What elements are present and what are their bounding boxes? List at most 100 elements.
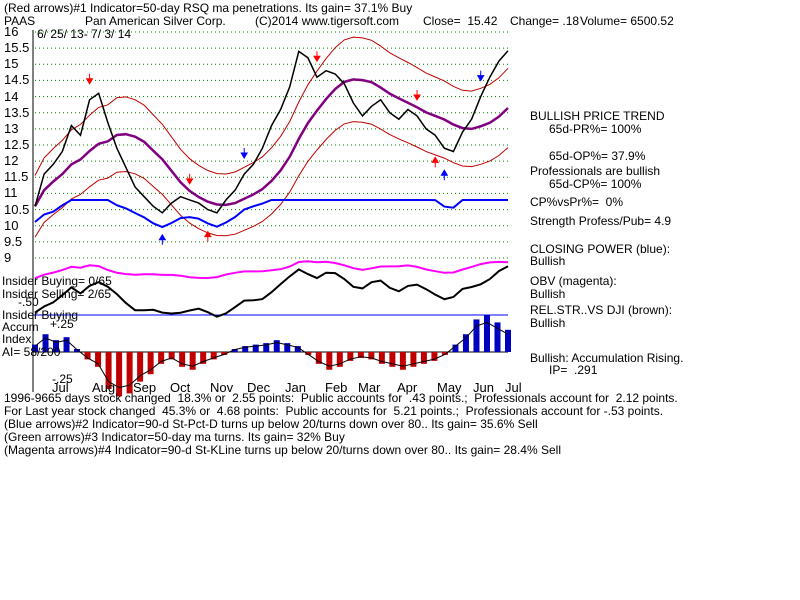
accum-bar bbox=[336, 352, 343, 367]
accum-ma-line bbox=[34, 321, 509, 389]
x-tick-label: May bbox=[437, 380, 462, 395]
x-tick-label: Nov bbox=[210, 380, 234, 395]
price-gridlines bbox=[35, 31, 508, 259]
relstr-status: Bullish bbox=[530, 316, 566, 330]
y-tick-label: 11 bbox=[4, 185, 18, 201]
ticker-symbol: PAAS bbox=[4, 14, 36, 28]
x-tick-label: Oct bbox=[170, 380, 191, 395]
accum-bar bbox=[284, 343, 291, 352]
x-tick-label: Aug bbox=[92, 380, 116, 395]
y-tick-label: 14.5 bbox=[4, 72, 30, 88]
accum-bar bbox=[231, 349, 238, 352]
x-tick-label: Apr bbox=[397, 380, 418, 395]
ma50-line bbox=[33, 78, 509, 207]
accum-bar bbox=[326, 352, 333, 370]
accum-bar bbox=[32, 344, 38, 352]
accum-rising-label: Bullish: Accumulation Rising. bbox=[530, 351, 684, 365]
accum-bar bbox=[242, 346, 249, 352]
accum-bar bbox=[221, 352, 228, 355]
accum-bar bbox=[42, 334, 49, 352]
closing-power-label: CLOSING POWER (blue): bbox=[530, 242, 671, 256]
down-arrow-icon bbox=[185, 173, 194, 185]
obv-line bbox=[34, 260, 509, 280]
accum-bar bbox=[263, 343, 270, 352]
down-arrow-icon bbox=[413, 89, 421, 101]
accum-bar bbox=[410, 352, 417, 367]
x-tick-label: Jul bbox=[52, 380, 69, 395]
accum-bar bbox=[347, 352, 354, 361]
up-arrow-icon bbox=[158, 233, 167, 245]
accum-bar bbox=[189, 352, 196, 370]
ai-value: AI= 58/200 bbox=[2, 345, 61, 359]
accum-bar bbox=[315, 352, 322, 364]
volume-value: Volume= 6500.52 bbox=[580, 14, 674, 28]
accum-bar bbox=[357, 352, 364, 358]
x-tick-label: Sep bbox=[133, 380, 157, 395]
down-arrow-icon bbox=[476, 70, 485, 82]
insider-buying-label: Insider Buying bbox=[2, 308, 79, 322]
accum-bar bbox=[84, 352, 91, 360]
accum-bar bbox=[105, 352, 112, 389]
y-tick-label: 13.5 bbox=[4, 104, 30, 120]
footer-line-2: For Last year stock changed 45.3% or 4.6… bbox=[4, 404, 664, 418]
up-arrow-icon bbox=[440, 169, 449, 181]
accum-bar bbox=[210, 352, 217, 360]
obv-status: Bullish bbox=[530, 287, 566, 301]
relstr-label: REL.STR..VS DJI (brown): bbox=[530, 303, 673, 317]
y-tick-label: 14 bbox=[4, 88, 19, 104]
accum-bar bbox=[63, 337, 70, 352]
accum-bar bbox=[441, 352, 448, 355]
x-tick-label: Mar bbox=[358, 380, 381, 395]
accum-minus25-label: -.25 bbox=[52, 372, 73, 386]
insider-buying-count: Insider Buying= 0/65 bbox=[2, 274, 112, 288]
y-tick-label: 9 bbox=[4, 250, 12, 265]
accum-bar bbox=[273, 340, 280, 352]
accum-bar bbox=[147, 352, 154, 375]
accum-bar bbox=[179, 352, 186, 367]
upper-band-line bbox=[34, 36, 509, 176]
professionals-label: Professionals are bullish bbox=[530, 164, 661, 178]
accum-bar bbox=[399, 352, 406, 370]
accum-bar bbox=[168, 352, 175, 360]
ip-value: IP= .291 bbox=[549, 363, 598, 377]
accum-minus50-label: -.50 bbox=[18, 295, 39, 309]
pr-value: 65d-PR%= 100% bbox=[549, 122, 642, 136]
x-tick-label: Jan bbox=[285, 380, 306, 395]
accum-bar bbox=[389, 352, 396, 367]
accum-bar bbox=[462, 334, 469, 352]
lower-band-line bbox=[34, 121, 509, 238]
closing-power-status: Bullish bbox=[530, 254, 566, 268]
down-arrow-icon bbox=[313, 51, 321, 63]
accum-bar bbox=[116, 352, 123, 397]
up-arrow-icon bbox=[203, 230, 212, 242]
trend-label: BULLISH PRICE TREND bbox=[530, 109, 665, 123]
insider-selling-count: Insider Selling= 2/65 bbox=[2, 287, 112, 301]
accum-bar bbox=[53, 340, 60, 352]
date-range: 6/ 25/ 13- 7/ 3/ 14 bbox=[37, 27, 132, 41]
y-tick-label: 10.5 bbox=[4, 201, 30, 217]
accum-label: Accum bbox=[2, 320, 39, 334]
down-arrow-icon bbox=[85, 73, 94, 85]
footer-line-5: (Magenta arrows)#4 Indicator=90-d St-KLi… bbox=[4, 443, 561, 457]
obv-label: OBV (magenta): bbox=[530, 274, 617, 288]
accum-bar bbox=[368, 352, 375, 360]
y-tick-label: 11.5 bbox=[4, 169, 29, 185]
y-tick-label: 12 bbox=[4, 153, 19, 169]
footer-line-4: (Green arrows)#3 Indicator=50-day ma tur… bbox=[4, 430, 345, 444]
op-value: 65d-OP%= 37.9% bbox=[549, 149, 646, 163]
x-tick-label: Jun bbox=[473, 380, 494, 395]
accum-bar bbox=[137, 352, 144, 382]
accum-bar bbox=[305, 352, 312, 355]
change-value: Change= .18 bbox=[510, 14, 580, 28]
strength-value: Strength Profess/Pub= 4.9 bbox=[530, 214, 672, 228]
accum-bar bbox=[452, 344, 459, 352]
accumulation-bars bbox=[32, 315, 511, 397]
accum-bar bbox=[431, 352, 438, 361]
y-tick-label: 13 bbox=[4, 120, 19, 136]
cp-value: 65d-CP%= 100% bbox=[549, 177, 642, 191]
accum-bar bbox=[505, 329, 511, 352]
accum-bar bbox=[158, 352, 165, 364]
accum-bar bbox=[473, 319, 480, 352]
up-arrow-icon bbox=[431, 156, 440, 168]
